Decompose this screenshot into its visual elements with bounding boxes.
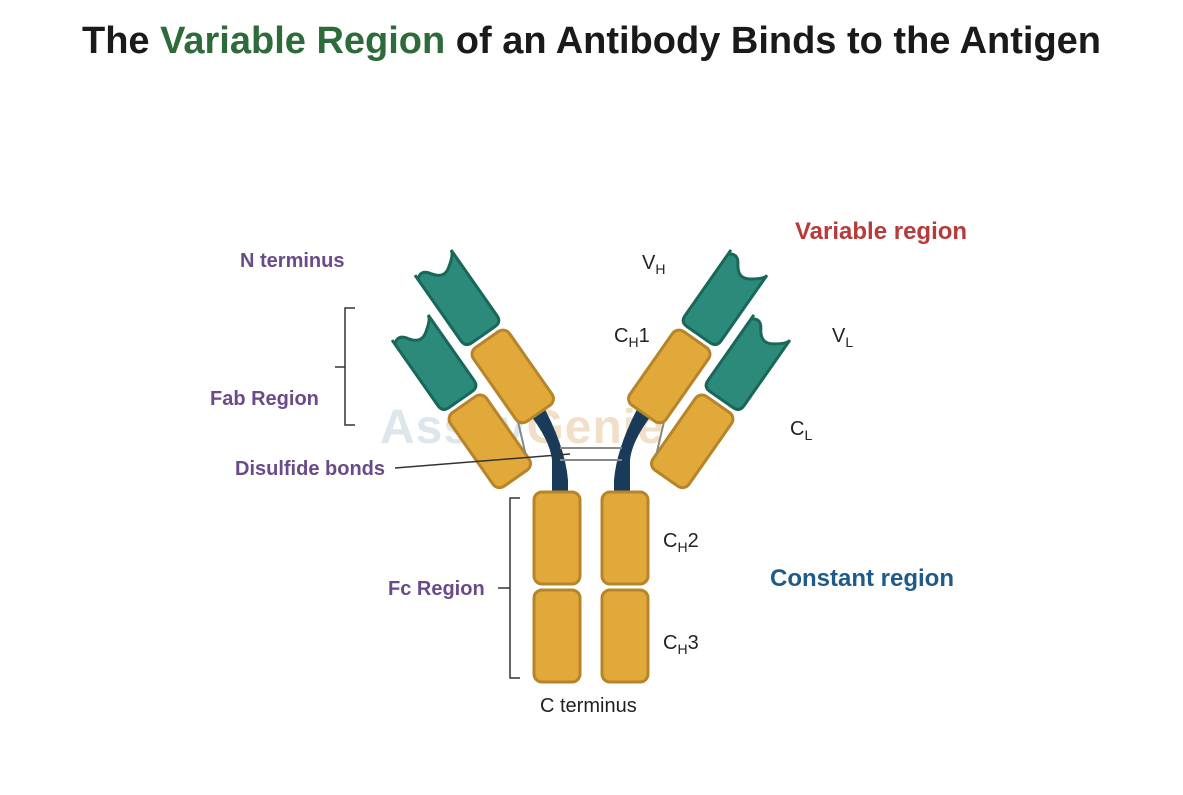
label-ch1: CH1 (614, 325, 650, 350)
label-vl: VL (832, 325, 853, 350)
fab-bracket (335, 308, 355, 425)
label-fab-region: Fab Region (210, 388, 319, 411)
label-n-terminus: N terminus (240, 250, 344, 273)
left-arm (369, 250, 579, 491)
label-variable-region: Variable region (795, 218, 967, 246)
right-arm (603, 250, 813, 491)
label-constant-region: Constant region (770, 565, 954, 593)
label-fc-region: Fc Region (388, 578, 485, 601)
label-cl: CL (790, 418, 812, 443)
label-vh: VH (642, 252, 665, 277)
fc-region (534, 492, 648, 682)
fc-bracket (498, 498, 520, 678)
label-ch2: CH2 (663, 530, 699, 555)
label-disulfide-bonds: Disulfide bonds (235, 458, 385, 481)
hinge-region (528, 400, 654, 492)
label-ch3: CH3 (663, 632, 699, 657)
label-c-terminus: C terminus (540, 695, 637, 718)
antibody-diagram (0, 0, 1183, 795)
